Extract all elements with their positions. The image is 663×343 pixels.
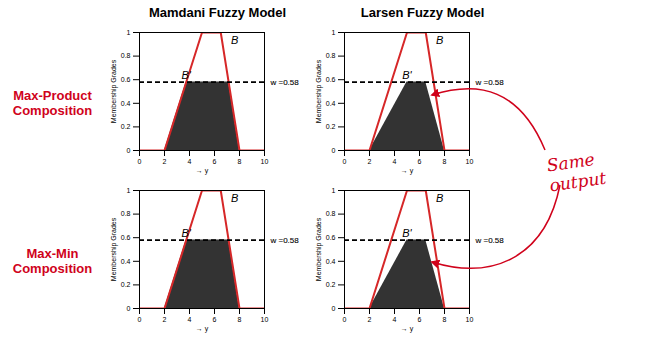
svg-text:B: B — [231, 192, 238, 204]
html-text:Mamdani Fuzzy Model: Mamdani Fuzzy Model — [148, 4, 287, 20]
svg-text:B: B — [436, 192, 443, 204]
svg-text:0: 0 — [138, 158, 142, 165]
svg-text:0.8: 0.8 — [121, 52, 131, 59]
svg-text:0.6: 0.6 — [121, 76, 131, 83]
svg-text:w =0.58: w =0.58 — [475, 78, 505, 87]
svg-text:1: 1 — [332, 29, 336, 36]
svg-text:→ y: → y — [401, 167, 414, 175]
svg-text:w =0.58: w =0.58 — [270, 236, 300, 245]
svg-text:4: 4 — [393, 158, 397, 165]
svg-text:2: 2 — [163, 158, 167, 165]
svg-text:0.4: 0.4 — [121, 258, 131, 265]
svg-text:0.6: 0.6 — [326, 76, 336, 83]
svg-text:0: 0 — [138, 316, 142, 323]
svg-text:4: 4 — [188, 316, 192, 323]
svg-text:Membership Grades: Membership Grades — [315, 217, 323, 281]
svg-text:B': B' — [402, 227, 412, 239]
svg-text:B': B' — [182, 69, 192, 81]
svg-text:10: 10 — [261, 316, 269, 323]
svg-text:6: 6 — [418, 158, 422, 165]
svg-text:8: 8 — [238, 158, 242, 165]
svg-text:0.2: 0.2 — [326, 123, 336, 130]
svg-text:w =0.58: w =0.58 — [475, 236, 505, 245]
html-text:Max-Product Composition: Max-Product Composition — [12, 88, 93, 118]
svg-text:8: 8 — [443, 316, 447, 323]
svg-text:0.6: 0.6 — [121, 234, 131, 241]
svg-text:0.2: 0.2 — [121, 123, 131, 130]
svg-text:0.8: 0.8 — [326, 210, 336, 217]
svg-text:0.4: 0.4 — [326, 100, 336, 107]
svg-text:→ y: → y — [401, 325, 414, 333]
svg-text:Membership Grades: Membership Grades — [315, 59, 323, 123]
svg-text:1: 1 — [332, 187, 336, 194]
svg-text:2: 2 — [368, 316, 372, 323]
svg-text:10: 10 — [261, 158, 269, 165]
svg-text:6: 6 — [418, 316, 422, 323]
svg-text:0: 0 — [332, 305, 336, 312]
svg-text:6: 6 — [213, 158, 217, 165]
svg-text:B: B — [231, 34, 238, 46]
svg-text:4: 4 — [393, 316, 397, 323]
svg-text:0: 0 — [332, 147, 336, 154]
html-text:Larsen Fuzzy Model: Larsen Fuzzy Model — [360, 4, 485, 20]
svg-text:8: 8 — [443, 158, 447, 165]
svg-text:8: 8 — [238, 316, 242, 323]
svg-text:1: 1 — [127, 187, 131, 194]
svg-text:0.2: 0.2 — [326, 281, 336, 288]
svg-text:0: 0 — [127, 147, 131, 154]
svg-text:0.8: 0.8 — [121, 210, 131, 217]
svg-text:B: B — [436, 34, 443, 46]
svg-text:4: 4 — [188, 158, 192, 165]
svg-text:B': B' — [182, 227, 192, 239]
svg-text:→ y: → y — [196, 325, 209, 333]
html-text:Same output: Same output — [545, 149, 608, 196]
html-text:Max-Min Composition: Max-Min Composition — [12, 246, 93, 276]
svg-text:0.4: 0.4 — [326, 258, 336, 265]
svg-text:Membership Grades: Membership Grades — [110, 59, 118, 123]
svg-text:10: 10 — [466, 158, 474, 165]
svg-text:0: 0 — [343, 316, 347, 323]
svg-text:6: 6 — [213, 316, 217, 323]
svg-text:2: 2 — [163, 316, 167, 323]
svg-text:2: 2 — [368, 158, 372, 165]
svg-text:B': B' — [402, 69, 412, 81]
svg-text:→ y: → y — [196, 167, 209, 175]
svg-text:0: 0 — [127, 305, 131, 312]
svg-text:0.4: 0.4 — [121, 100, 131, 107]
svg-text:1: 1 — [127, 29, 131, 36]
svg-text:w =0.58: w =0.58 — [270, 78, 300, 87]
svg-text:0.8: 0.8 — [326, 52, 336, 59]
svg-text:0.2: 0.2 — [121, 281, 131, 288]
svg-text:Membership Grades: Membership Grades — [110, 217, 118, 281]
svg-text:10: 10 — [466, 316, 474, 323]
svg-text:0.6: 0.6 — [326, 234, 336, 241]
svg-text:0: 0 — [343, 158, 347, 165]
